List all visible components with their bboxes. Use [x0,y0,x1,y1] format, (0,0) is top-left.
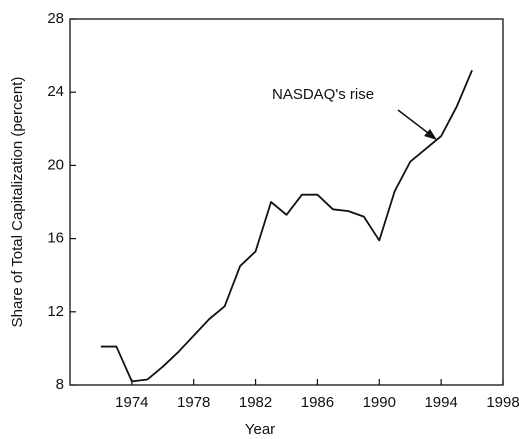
x-axis-label: Year [245,421,275,438]
x-tick-label: 1982 [239,394,272,411]
y-tick-label: 8 [56,376,64,393]
plot-frame [69,18,504,386]
x-tick-label: 1974 [115,394,148,411]
x-tick-label: 1990 [363,394,396,411]
x-tick-label: 1978 [177,394,210,411]
y-tick-label: 28 [47,10,64,27]
annotation: NASDAQ's rise [272,86,374,103]
y-tick-label: 20 [47,156,64,173]
arrow-head [424,129,437,140]
annotation-arrow [397,109,433,137]
data-line [100,69,473,383]
x-tick-label: 1986 [301,394,334,411]
y-tick-label: 12 [47,303,64,320]
x-tick-label: 1994 [424,394,457,411]
y-axis-label: Share of Total Capitalization (percent) [9,77,26,328]
y-tick-label: 24 [47,83,64,100]
x-tick-label: 1998 [486,394,519,411]
y-tick-label: 16 [47,230,64,247]
